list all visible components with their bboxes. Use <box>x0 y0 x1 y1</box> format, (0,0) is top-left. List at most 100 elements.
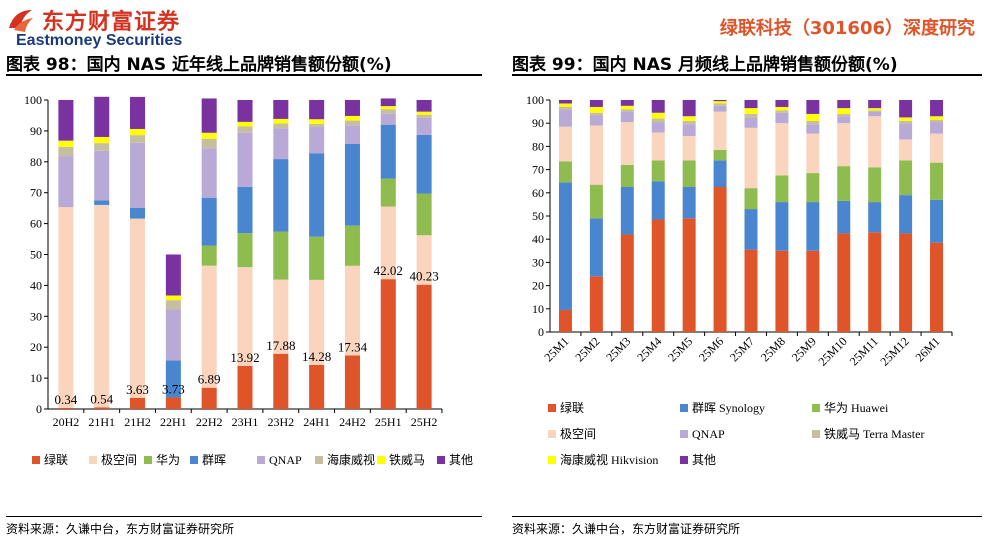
figure-98-source: 资料来源：久谦中台，东方财富证券研究所 <box>6 522 235 536</box>
y-tick-label: 100 <box>526 93 544 107</box>
bar-segment-24H2-4 <box>344 125 360 144</box>
bar-segment-22H2-6 <box>201 132 217 139</box>
y-tick-label: 70 <box>30 186 42 200</box>
bar-segment-22H2-1 <box>201 265 217 388</box>
x-tick-label: 25H1 <box>375 415 402 429</box>
y-tick-label: 60 <box>30 217 42 231</box>
x-tick-label: 25H2 <box>411 415 438 429</box>
legend-swatch <box>190 456 198 464</box>
bar-segment-25M9-2 <box>806 173 820 203</box>
y-tick-label: 70 <box>532 163 544 177</box>
bar-segment-22H2-5 <box>201 138 217 149</box>
bar-segment-25M4-3 <box>651 132 665 161</box>
legend-label: 绿联 <box>560 400 584 415</box>
report-tag: 绿联科技（301606）深度研究 <box>719 18 975 39</box>
bar-segment-25M2-4 <box>589 115 603 126</box>
legend-label: QNAP <box>692 427 725 441</box>
bar-segment-25H2-1 <box>416 235 432 285</box>
legend-swatch <box>437 456 445 464</box>
bar-segment-25M6-7 <box>713 100 727 102</box>
bar-segment-21H2-4 <box>130 142 146 208</box>
bar-segment-25M1-6 <box>558 103 572 107</box>
x-tick-label: 23H1 <box>232 415 259 429</box>
bar-segment-25M6-4 <box>713 105 727 112</box>
bar-segment-25H1-7 <box>380 98 396 107</box>
bar-segment-25M3-6 <box>620 105 634 110</box>
legend-swatch <box>812 404 820 412</box>
bar-segment-25M8-3 <box>775 123 789 176</box>
y-tick-label: 40 <box>30 278 42 292</box>
bar-segment-22H2-4 <box>201 148 217 198</box>
bar-segment-25M9-3 <box>806 133 820 174</box>
figure-99-bottom-rule <box>512 516 982 517</box>
bar-segment-25M1-2 <box>558 161 572 183</box>
y-tick-label: 50 <box>532 209 544 223</box>
bar-segment-22H2-7 <box>201 98 217 133</box>
brand-name-en: Eastmoney Securities <box>16 32 183 49</box>
legend-swatch <box>812 430 820 438</box>
bar-segment-21H1-7 <box>94 96 110 137</box>
legend-swatch <box>680 430 688 438</box>
bar-segment-25M4-6 <box>651 112 665 119</box>
legend-swatch <box>680 404 688 412</box>
bar-segment-25M8-2 <box>775 175 789 203</box>
bar-segment-23H1-6 <box>237 121 253 127</box>
brand-mark-icon <box>9 10 33 32</box>
x-tick-label: 25M4 <box>634 334 664 364</box>
bar-segment-22H2-0 <box>201 387 217 409</box>
bar-segment-24H2-2 <box>344 225 360 266</box>
legend-swatch <box>257 456 265 464</box>
bar-segment-25M12-5 <box>899 120 913 124</box>
bar-segment-25H2-4 <box>416 117 432 135</box>
x-tick-label: 25M1 <box>541 334 571 364</box>
bar-segment-21H1-1 <box>94 204 110 408</box>
bar-segment-25M5-3 <box>682 135 696 161</box>
x-tick-label: 25M9 <box>789 334 819 364</box>
bar-segment-23H1-3 <box>237 186 253 234</box>
bar-segment-25M7-1 <box>744 209 758 250</box>
bar-segment-25M3-3 <box>620 122 634 165</box>
legend-label: 海康威视 <box>327 452 375 467</box>
y-tick-label: 90 <box>30 124 42 138</box>
bar-segment-24H2-5 <box>344 120 360 126</box>
bar-segment-25M6-0 <box>713 187 727 332</box>
y-tick-label: 80 <box>30 155 42 169</box>
bar-segment-21H2-0 <box>130 397 146 409</box>
bar-segment-25M4-2 <box>651 160 665 182</box>
legend-swatch <box>32 456 40 464</box>
bar-segment-26M1-3 <box>930 133 944 163</box>
figure-98-top-rule <box>6 74 482 76</box>
data-label: 3.63 <box>126 382 149 397</box>
bar-segment-25M12-0 <box>899 233 913 332</box>
bar-segment-25M11-7 <box>868 100 882 109</box>
bar-segment-24H1-2 <box>309 236 325 280</box>
bar-segment-21H2-1 <box>130 218 146 398</box>
bar-segment-25M1-3 <box>558 126 572 162</box>
bar-segment-25M2-0 <box>589 276 603 332</box>
bar-segment-25M4-7 <box>651 100 665 113</box>
bar-segment-25M12-4 <box>899 123 913 140</box>
legend-label: 极空间 <box>560 427 596 441</box>
data-label: 0.34 <box>55 392 78 407</box>
legend-label: 海康威视 Hikvision <box>560 452 658 467</box>
bar-segment-25M8-1 <box>775 202 789 251</box>
bar-segment-25H2-3 <box>416 134 432 194</box>
bar-segment-25M11-0 <box>868 232 882 332</box>
bar-segment-25M11-6 <box>868 108 882 111</box>
bar-segment-23H2-6 <box>273 118 289 124</box>
legend-label: 绿联 <box>44 452 68 467</box>
bar-segment-24H2-3 <box>344 143 360 226</box>
figure-99-source: 资料来源：久谦中台，东方财富证券研究所 <box>512 522 741 536</box>
legend-swatch <box>377 456 385 464</box>
x-tick-label: 25M6 <box>696 334 726 364</box>
bar-segment-25M4-1 <box>651 181 665 220</box>
y-tick-label: 50 <box>30 248 42 262</box>
bar-segment-23H1-5 <box>237 126 253 133</box>
bar-segment-25M12-3 <box>899 139 913 161</box>
x-tick-label: 24H2 <box>339 415 366 429</box>
bar-segment-25M10-2 <box>837 166 851 201</box>
x-tick-label: 22H2 <box>196 415 223 429</box>
bar-segment-23H1-4 <box>237 132 253 187</box>
legend-swatch <box>680 456 688 464</box>
legend-swatch <box>144 456 152 464</box>
